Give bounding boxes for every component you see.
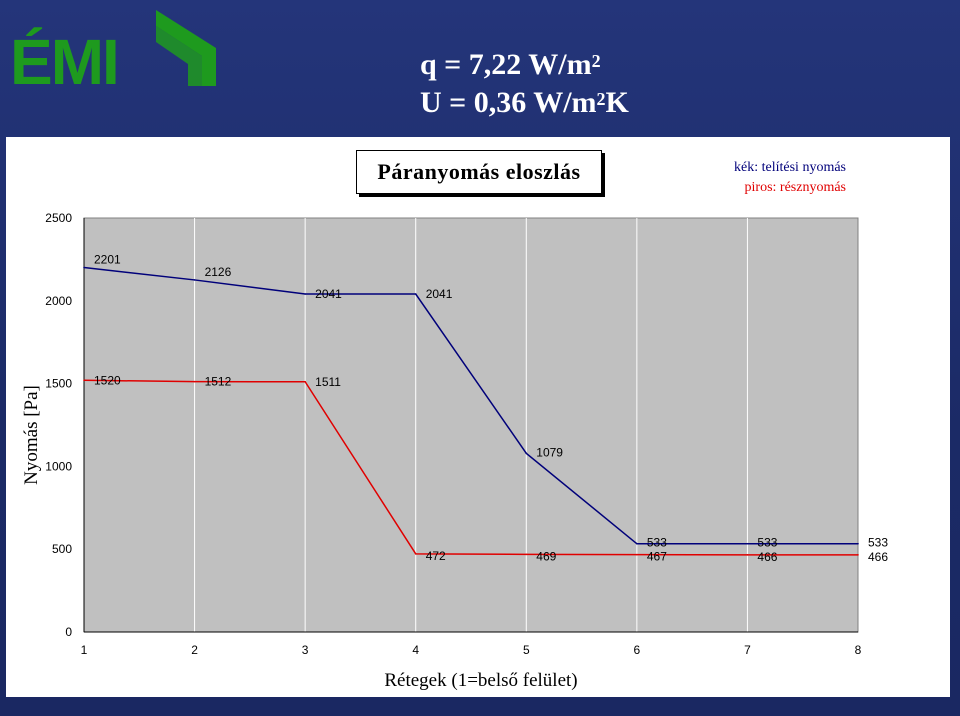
blue-data-point	[193, 279, 196, 281]
red-data-label: 466	[868, 550, 888, 564]
red-data-point	[857, 554, 859, 556]
heat-flux-text: q = 7,22 W/m2	[420, 48, 601, 81]
y-axis-title: Nyomás [Pa]	[21, 385, 42, 485]
red-data-label: 472	[426, 549, 446, 563]
x-tick-label: 5	[523, 643, 530, 657]
red-data-point	[304, 380, 306, 383]
red-series-line	[83, 379, 858, 556]
y-tick-label: 500	[52, 542, 72, 556]
y-tick-label: 1500	[45, 377, 72, 391]
chart-title: Páranyomás eloszlás	[356, 150, 602, 194]
x-tick-label: 1	[81, 643, 88, 657]
y-tick-label: 2500	[45, 211, 72, 225]
blue-data-point	[857, 542, 859, 545]
red-data-point	[636, 553, 638, 556]
blue-data-point	[414, 293, 417, 295]
x-tick-label: 4	[412, 643, 419, 657]
red-data-label: 1512	[205, 375, 232, 389]
x-tick-label: 8	[855, 643, 862, 657]
y-tick-label: 2000	[45, 294, 72, 308]
blue-data-point	[525, 452, 528, 455]
red-data-label: 467	[647, 550, 667, 564]
blue-data-label: 533	[757, 536, 777, 550]
red-data-label: 469	[536, 549, 556, 563]
blue-data-label: 2041	[426, 287, 453, 301]
red-data-label: 1520	[94, 373, 121, 387]
x-tick-label: 7	[744, 643, 751, 657]
red-data-point	[193, 380, 196, 383]
x-axis-title: Rétegek (1=belső felület)	[384, 670, 577, 691]
red-data-label: 1511	[315, 375, 341, 389]
y-tick-label: 0	[65, 625, 72, 639]
red-data-point	[414, 553, 417, 555]
blue-series-line	[83, 266, 858, 545]
red-data-point	[525, 553, 528, 556]
blue-data-point	[746, 542, 749, 545]
blue-data-label: 2201	[94, 253, 121, 267]
red-data-label: 466	[757, 550, 777, 564]
legend-blue: kék: telítési nyomás	[734, 160, 846, 175]
blue-data-point	[304, 293, 306, 295]
blue-data-label: 2126	[205, 265, 232, 279]
plot-area	[83, 217, 859, 633]
blue-data-label: 533	[647, 536, 667, 550]
svg-text:ÉMI: ÉMI	[10, 26, 118, 88]
blue-data-point	[83, 266, 85, 269]
blue-data-label: 2041	[315, 287, 342, 301]
red-data-point	[746, 554, 749, 556]
red-data-point	[83, 379, 85, 382]
y-tick-label: 1000	[45, 459, 72, 473]
legend-red: piros: résznyomás	[744, 180, 846, 195]
blue-data-label: 1079	[536, 445, 563, 459]
x-tick-label: 3	[302, 643, 309, 657]
u-value-text: U = 0,36 W/m2K	[420, 86, 629, 119]
blue-data-point	[636, 542, 638, 545]
x-tick-label: 2	[191, 643, 198, 657]
emi-logo: ÉMI	[10, 10, 216, 88]
blue-data-label: 533	[868, 536, 888, 550]
x-tick-label: 6	[634, 643, 641, 657]
